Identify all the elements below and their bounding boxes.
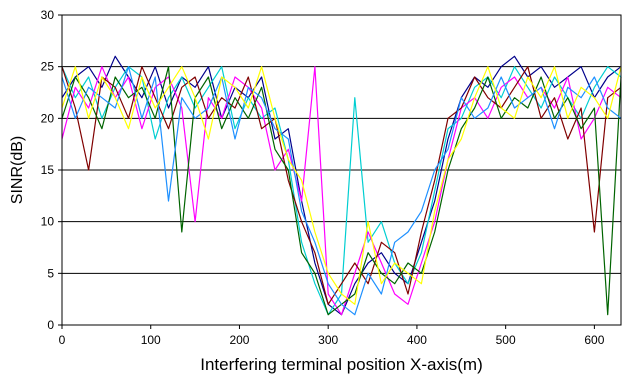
x-tick-label: 0: [59, 333, 66, 347]
series-line-6: [61, 66, 622, 316]
x-tick-label: 600: [584, 333, 604, 347]
x-tick-label: 300: [318, 333, 338, 347]
y-tick-label: 25: [41, 60, 55, 74]
y-axis-title: SINR(dB): [9, 136, 26, 204]
y-ticks: 0 5 10 15 20 25 30: [41, 8, 62, 332]
y-tick-label: 0: [47, 318, 54, 332]
x-tick-label: 400: [407, 333, 427, 347]
y-tick-label: 5: [47, 266, 54, 280]
series-line-7: [61, 66, 622, 305]
series-line-4: [61, 66, 622, 305]
y-tick-label: 30: [41, 8, 55, 22]
y-tick-label: 10: [41, 215, 55, 229]
y-tick-label: 20: [41, 111, 55, 125]
x-tick-label: 200: [229, 333, 249, 347]
x-axis-title: Interfering terminal position X-axis(m): [200, 355, 482, 374]
x-tick-label: 100: [141, 333, 161, 347]
x-ticks: 0 100 200 300 400 500 600: [59, 325, 605, 347]
y-tick-label: 15: [41, 163, 55, 177]
series-layer: [61, 55, 622, 316]
x-tick-label: 500: [496, 333, 516, 347]
